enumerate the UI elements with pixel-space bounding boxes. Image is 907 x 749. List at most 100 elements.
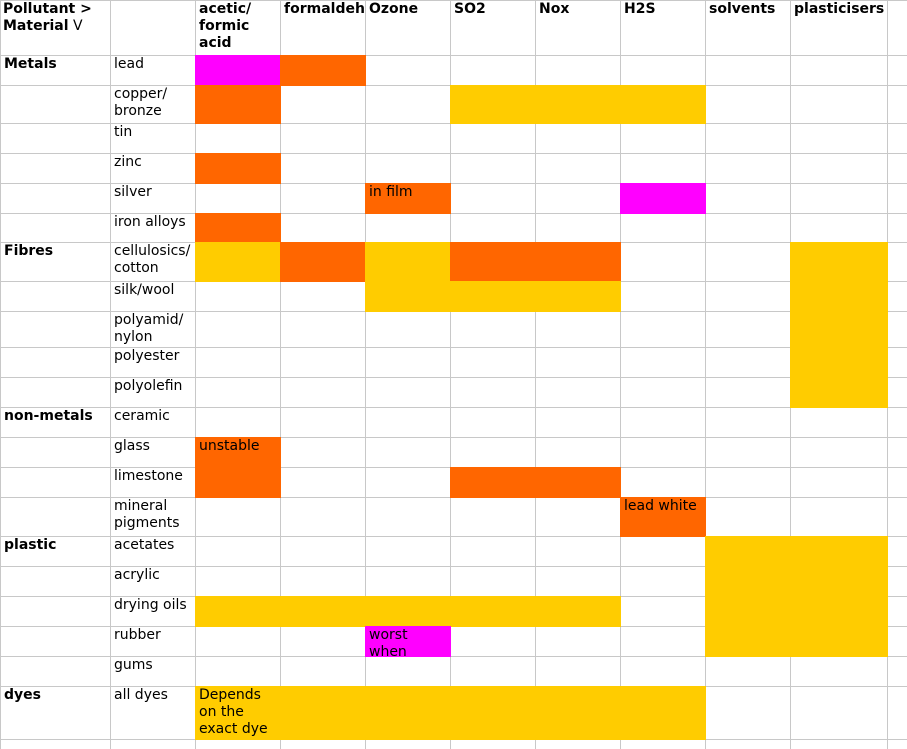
- cell-note: lead white: [624, 498, 697, 514]
- grid-line: [0, 153, 907, 154]
- material-label: drying oils: [114, 597, 187, 613]
- cell-fill: [195, 85, 281, 124]
- grid-line: [110, 0, 111, 749]
- column-header: formaldeh: [284, 1, 365, 17]
- cell-fill: [450, 467, 536, 498]
- cell-fill: [365, 686, 451, 740]
- grid-line: [0, 566, 907, 567]
- cell-fill: [620, 85, 706, 124]
- material-label: all dyes: [114, 687, 168, 703]
- corner-header: Pollutant > Material V: [0, 0, 110, 55]
- cell-fill: [535, 85, 621, 124]
- cell-fill: [535, 242, 621, 282]
- material-label: acetates: [114, 537, 175, 553]
- material-label: gums: [114, 657, 153, 673]
- material-label: cellulosics/ cotton: [114, 243, 191, 276]
- grid-line: [195, 0, 196, 749]
- grid-line: [0, 377, 907, 378]
- cell-fill: [195, 242, 281, 282]
- grid-line: [280, 0, 281, 749]
- cell-fill: [365, 626, 451, 657]
- cell-fill: [620, 497, 706, 537]
- material-label: lead: [114, 56, 144, 72]
- grid-line: [0, 347, 907, 348]
- cell-fill: [195, 437, 281, 468]
- cell-fill: [790, 596, 888, 627]
- cell-fill: [790, 311, 888, 348]
- cell-fill: [365, 281, 451, 312]
- cell-fill: [705, 596, 791, 627]
- material-label: glass: [114, 438, 150, 454]
- cell-fill: [365, 596, 451, 627]
- cell-fill: [790, 566, 888, 597]
- material-label: rubber: [114, 627, 161, 643]
- cell-fill: [535, 281, 621, 312]
- material-label: limestone: [114, 468, 183, 484]
- corner-text: V: [72, 18, 83, 34]
- cell-fill: [790, 242, 888, 282]
- material-label: ceramic: [114, 408, 170, 424]
- grid-line: [535, 0, 536, 749]
- material-label: copper/ bronze: [114, 86, 168, 119]
- cell-fill: [450, 85, 536, 124]
- cell-fill: [620, 183, 706, 214]
- cell-fill: [790, 377, 888, 408]
- column-header: SO2: [454, 1, 486, 17]
- cell-fill: [195, 55, 281, 86]
- grid-line: [0, 0, 907, 1]
- cell-fill: [365, 242, 451, 282]
- group-label: Metals: [4, 56, 57, 72]
- grid-line: [0, 55, 907, 56]
- material-label: tin: [114, 124, 133, 140]
- material-label: polyamid/ nylon: [114, 312, 184, 345]
- cell-note: worst when: [369, 627, 408, 656]
- cell-fill: [705, 626, 791, 657]
- cell-fill: [195, 596, 281, 627]
- grid-line: [0, 536, 907, 537]
- cell-note: in film: [369, 184, 413, 200]
- group-label: dyes: [4, 687, 41, 703]
- material-label: polyester: [114, 348, 180, 364]
- corner-text: Material: [3, 18, 69, 34]
- column-header: Nox: [539, 1, 570, 17]
- cell-fill: [790, 347, 888, 378]
- material-label: silk/wool: [114, 282, 175, 298]
- corner-text: Pollutant >: [3, 1, 92, 17]
- cell-fill: [790, 626, 888, 657]
- cell-fill: [195, 686, 281, 740]
- cell-fill: [450, 281, 536, 312]
- cell-fill: [450, 686, 536, 740]
- group-label: non-metals: [4, 408, 93, 424]
- grid-line: [0, 213, 907, 214]
- cell-fill: [365, 183, 451, 214]
- cell-fill: [195, 467, 281, 498]
- cell-fill: [280, 596, 366, 627]
- cell-note: unstable: [199, 438, 260, 454]
- cell-fill: [195, 153, 281, 184]
- material-label: mineral pigments: [114, 498, 180, 531]
- column-header: Ozone: [369, 1, 419, 17]
- material-label: acrylic: [114, 567, 160, 583]
- column-header: acetic/ formic acid: [199, 1, 252, 51]
- grid-line: [0, 0, 1, 749]
- cell-fill: [280, 242, 366, 282]
- cell-fill: [535, 596, 621, 627]
- grid-line: [0, 437, 907, 438]
- grid-line: [365, 0, 366, 749]
- cell-fill: [450, 242, 536, 282]
- cell-fill: [705, 536, 791, 567]
- cell-fill: [280, 686, 366, 740]
- cell-fill: [790, 281, 888, 312]
- grid-line: [0, 407, 907, 408]
- cell-fill: [195, 213, 281, 243]
- material-label: zinc: [114, 154, 142, 170]
- column-header: solvents: [709, 1, 776, 17]
- grid-line: [0, 656, 907, 657]
- cell-fill: [280, 55, 366, 86]
- material-label: iron alloys: [114, 214, 186, 230]
- material-label: polyolefin: [114, 378, 183, 394]
- grid-line: [0, 183, 907, 184]
- cell-note: Depends on the exact dye: [199, 687, 268, 737]
- grid-line: [620, 0, 621, 749]
